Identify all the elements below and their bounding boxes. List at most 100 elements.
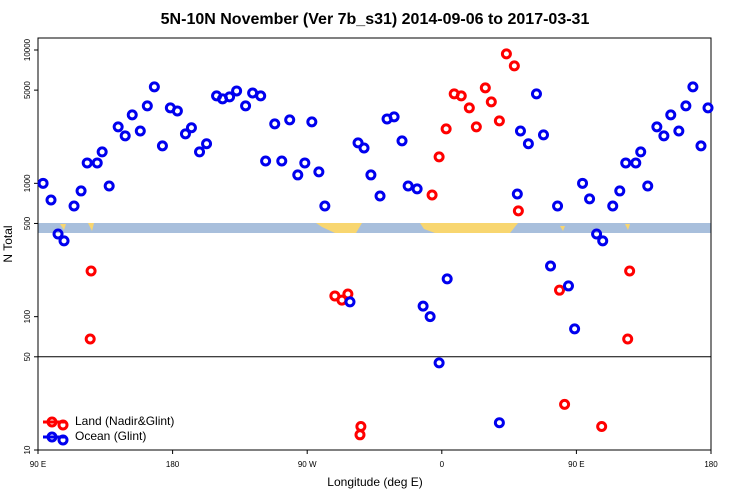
point	[185, 122, 197, 134]
y-tick-label: 1000	[23, 174, 32, 192]
point	[417, 300, 429, 312]
legend-label: Land (Nadir&Glint)	[75, 414, 174, 428]
point	[85, 265, 97, 277]
point	[695, 140, 707, 152]
point	[411, 183, 423, 195]
point	[306, 116, 318, 128]
chart-title: 5N-10N November (Ver 7b_s31) 2014-09-06 …	[161, 11, 590, 28]
point	[424, 311, 436, 323]
point	[485, 96, 497, 108]
point	[37, 177, 49, 189]
point	[522, 138, 534, 150]
legend-marker	[46, 431, 58, 443]
point	[508, 60, 520, 72]
point	[651, 121, 663, 133]
point	[58, 235, 70, 247]
point	[624, 265, 636, 277]
point	[103, 180, 115, 192]
point	[493, 115, 505, 127]
point	[313, 166, 325, 178]
y-axis-label: N Total	[1, 225, 15, 262]
point	[658, 130, 670, 142]
point	[596, 421, 608, 433]
point	[224, 91, 236, 103]
point	[344, 296, 356, 308]
point	[388, 111, 400, 123]
x-tick-label: 90 E	[568, 460, 584, 469]
point	[687, 81, 699, 93]
point	[620, 157, 632, 169]
point	[231, 85, 243, 97]
point	[179, 128, 191, 140]
ocean-strip	[38, 223, 711, 233]
point	[642, 180, 654, 192]
point	[255, 90, 267, 102]
y-tick-label: 50	[23, 352, 32, 361]
point	[84, 333, 96, 345]
point	[75, 185, 87, 197]
point	[562, 280, 574, 292]
point	[284, 114, 296, 126]
point	[479, 82, 491, 94]
point	[673, 125, 685, 137]
point	[112, 121, 124, 133]
point	[119, 130, 131, 142]
point	[607, 200, 619, 212]
point	[680, 100, 692, 112]
point	[52, 228, 64, 240]
point	[171, 105, 183, 117]
y-tick-label: 5000	[23, 81, 32, 99]
point	[622, 333, 634, 345]
point	[240, 100, 252, 112]
point	[292, 169, 304, 181]
point	[702, 102, 714, 114]
point	[148, 81, 160, 93]
point	[96, 146, 108, 158]
point	[374, 190, 386, 202]
point	[433, 151, 445, 163]
x-tick-label: 180	[704, 460, 718, 469]
point	[463, 102, 475, 114]
x-tick-label: 180	[166, 460, 180, 469]
point	[577, 177, 589, 189]
point	[299, 157, 311, 169]
point	[276, 155, 288, 167]
point	[194, 146, 206, 158]
y-tick-label: 100	[23, 309, 32, 323]
point	[500, 48, 512, 60]
point	[552, 200, 564, 212]
x-tick-label: 90 W	[298, 460, 317, 469]
point	[514, 125, 526, 137]
point	[358, 142, 370, 154]
point	[45, 194, 57, 206]
point	[569, 323, 581, 335]
point	[584, 193, 596, 205]
point	[554, 284, 566, 296]
point	[470, 121, 482, 133]
map-strip	[38, 223, 711, 233]
point	[511, 188, 523, 200]
point	[433, 357, 445, 369]
point	[493, 417, 505, 429]
point	[614, 185, 626, 197]
legend-marker	[57, 419, 69, 431]
point	[396, 135, 408, 147]
point	[597, 235, 609, 247]
point	[426, 189, 438, 201]
legend-label: Ocean (Glint)	[75, 429, 146, 443]
point	[365, 169, 377, 181]
point	[355, 421, 367, 433]
y-tick-label: 500	[23, 216, 32, 230]
point	[402, 180, 414, 192]
point	[455, 90, 467, 102]
x-tick-label: 0	[440, 460, 445, 469]
point	[68, 200, 80, 212]
legend-marker	[57, 434, 69, 446]
point	[260, 155, 272, 167]
point	[591, 228, 603, 240]
legend-marker	[46, 416, 58, 428]
point	[512, 205, 524, 217]
x-axis-label: Longitude (deg E)	[327, 475, 422, 489]
